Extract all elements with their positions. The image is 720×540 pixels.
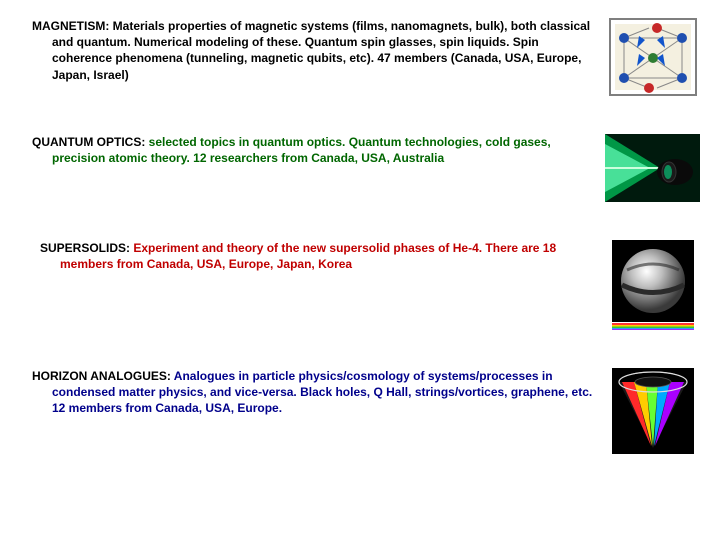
laser-icon [605,134,700,202]
section-magnetism: MAGNETISM: Materials properties of magne… [20,18,700,96]
image-horizon [605,368,700,454]
cone-icon [612,368,694,454]
text-magnetism: MAGNETISM: Materials properties of magne… [40,18,605,83]
orb-icon [612,240,694,330]
image-magnetism [605,18,700,96]
text-horizon: HORIZON ANALOGUES: Analogues in particle… [40,368,605,417]
desc-supersolids: Experiment and theory of the new superso… [60,241,556,271]
section-horizon: HORIZON ANALOGUES: Analogues in particle… [20,368,700,454]
image-optics [605,134,700,202]
title-optics: QUANTUM OPTICS: [32,135,145,149]
desc-magnetism: Materials properties of magnetic systems… [52,19,590,82]
title-magnetism: MAGNETISM: [32,19,109,33]
text-optics: QUANTUM OPTICS: selected topics in quant… [40,134,605,166]
title-horizon: HORIZON ANALOGUES: [32,369,171,383]
section-optics: QUANTUM OPTICS: selected topics in quant… [20,134,700,202]
text-supersolids: SUPERSOLIDS: Experiment and theory of th… [40,240,605,272]
title-supersolids: SUPERSOLIDS: [40,241,130,255]
lattice-icon [609,18,697,96]
image-supersolids [605,240,700,330]
section-supersolids: SUPERSOLIDS: Experiment and theory of th… [20,240,700,330]
